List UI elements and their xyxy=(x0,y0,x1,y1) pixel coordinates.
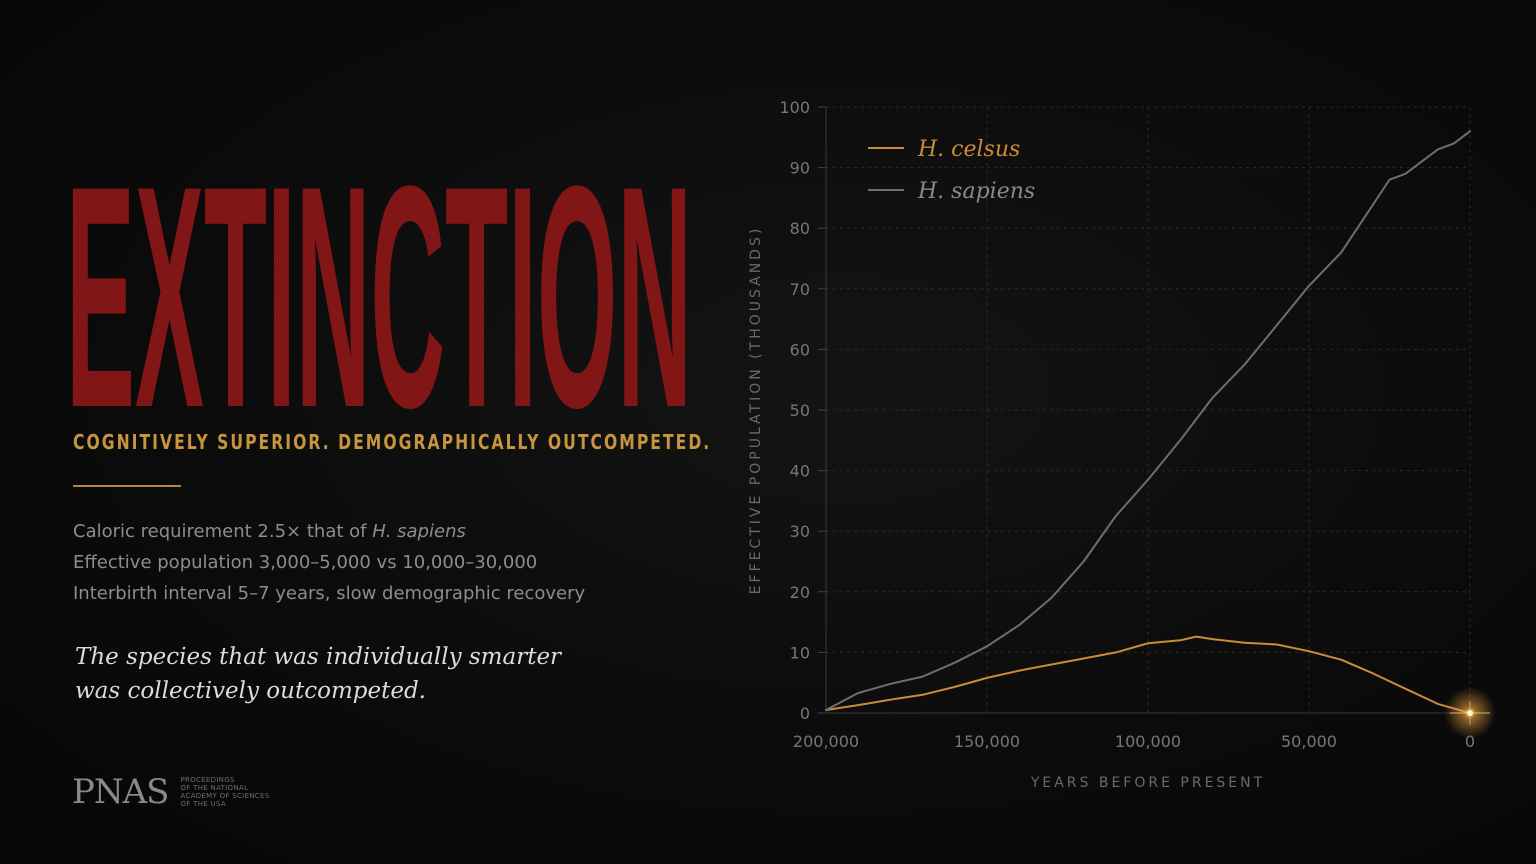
chart-labels: 0 10 20 30 40 50 60 70 80 90 100 200,000 150,000 100,… xyxy=(748,98,1475,791)
chart-series xyxy=(825,130,1496,739)
pnas-sub-line: OF THE NATIONAL xyxy=(180,784,249,792)
chart-legend: H. celsus H. sapiens xyxy=(868,137,1035,204)
x-tick-label: 150,000 xyxy=(954,732,1020,751)
pnas-sub-line: ACADEMY OF SCIENCES xyxy=(180,792,270,800)
legend-label: H. celsus xyxy=(917,137,1020,162)
legend-label: H. sapiens xyxy=(917,179,1035,204)
pnas-subtitle: PROCEEDINGS OF THE NATIONAL ACADEMY OF S… xyxy=(180,776,269,808)
x-axis-title: YEARS BEFORE PRESENT xyxy=(1030,775,1265,791)
x-tick-label: 200,000 xyxy=(793,732,859,751)
series-line-celsus xyxy=(825,635,1471,714)
facts-list: Caloric requirement 2.5× that of H. sapi… xyxy=(73,516,585,609)
chart-grid xyxy=(826,106,1471,713)
series-line-sapiens xyxy=(825,130,1471,711)
fact-caloric-text: Caloric requirement 2.5× that of xyxy=(73,521,373,542)
y-tick-label: 100 xyxy=(779,98,810,117)
y-tick-label: 90 xyxy=(790,159,810,178)
x-tick-label: 50,000 xyxy=(1281,732,1337,751)
x-tick-label: 100,000 xyxy=(1115,732,1181,751)
y-axis-title: EFFECTIVE POPULATION (THOUSANDS) xyxy=(748,226,764,595)
fact-interbirth: Interbirth interval 5–7 years, slow demo… xyxy=(73,583,586,604)
y-tick-label: 70 xyxy=(790,280,810,299)
pnas-sub-line: PROCEEDINGS xyxy=(180,776,235,784)
y-tick-label: 60 xyxy=(790,340,810,359)
x-tick-label: 0 xyxy=(1465,732,1475,751)
pnas-logo: PNAS PROCEEDINGS OF THE NATIONAL ACADEMY… xyxy=(72,772,269,812)
subtitle: COGNITIVELY SUPERIOR. DEMOGRAPHICALLY OU… xyxy=(73,430,712,454)
headline-text: EXTINCTION xyxy=(66,150,692,416)
y-tick-label: 20 xyxy=(790,583,810,602)
quote-line-1: The species that was individually smarte… xyxy=(75,644,562,670)
y-tick-label: 50 xyxy=(790,401,810,420)
fact-population: Effective population 3,000–5,000 vs 10,0… xyxy=(73,552,538,573)
chart-axes xyxy=(818,106,1470,714)
quote-line-2: was collectively outcompeted. xyxy=(75,678,426,704)
y-tick-label: 40 xyxy=(790,462,810,481)
divider xyxy=(73,485,181,487)
fact-caloric: Caloric requirement 2.5× that of H. sapi… xyxy=(73,516,585,547)
pnas-wordmark: PNAS xyxy=(72,772,169,812)
pnas-sub-line: OF THE USA xyxy=(180,800,226,808)
fact-caloric-species: H. sapiens xyxy=(372,521,466,542)
extinction-point xyxy=(1467,710,1473,716)
y-tick-label: 10 xyxy=(790,643,810,662)
y-tick-label: 0 xyxy=(800,704,810,723)
quote: The species that was individually smarte… xyxy=(75,640,561,708)
headline: EXTINCTION xyxy=(66,150,706,416)
y-tick-label: 30 xyxy=(790,522,810,541)
y-tick-label: 80 xyxy=(790,219,810,238)
